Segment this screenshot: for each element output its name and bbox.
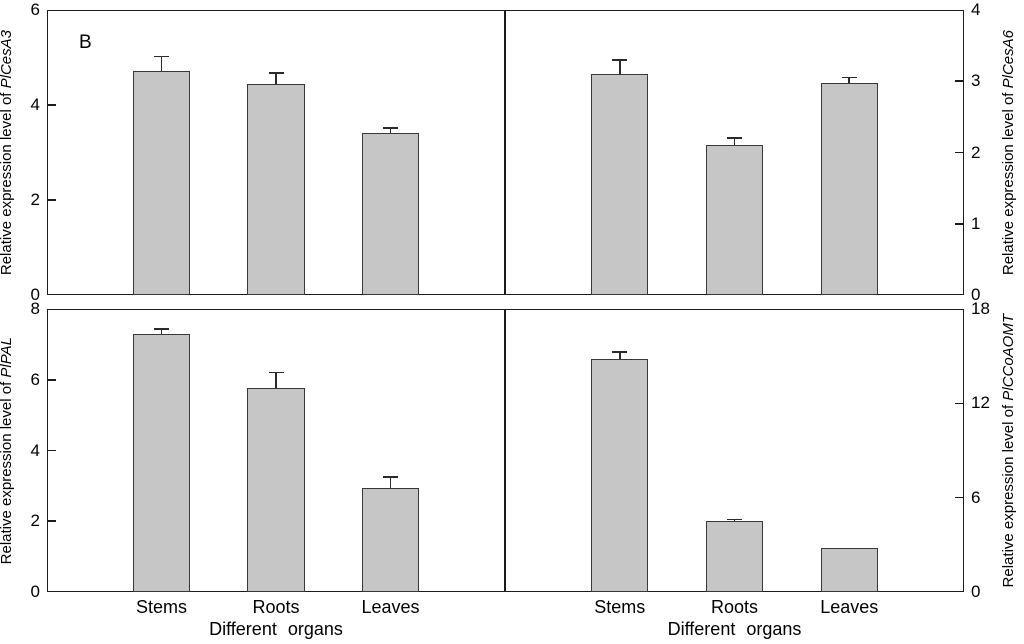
y-tick-label: 0 [30,582,40,601]
bar-leaves [820,83,878,295]
y-tick-mark [48,378,56,381]
y-tick-label: 1 [971,213,981,233]
x-axis-title: Different organs [667,619,802,639]
panel-label: B [79,32,92,53]
gene-name: PlPAL [0,336,15,378]
error-bar-cap [268,371,284,374]
bar-leaves [820,547,878,592]
error-bar-cap [268,72,284,74]
error-bar-line [389,477,392,488]
bar-stems [591,74,649,295]
y-tick-label: 2 [30,190,40,209]
bar-roots [247,388,305,592]
y-tick-mark [955,151,963,154]
error-bar-line [160,56,163,71]
panel-top-right: 0 1 2 3 4 Relative expression level of PlCesA… [505,0,1017,304]
error-bar-line [275,372,277,389]
x-tick-label: Stems [135,597,187,617]
y-axis-title: Relative expression level of PlCCoAOMT [1000,314,1017,587]
y-tick-label: 6 [30,0,40,19]
y-tick-mark [48,104,56,106]
error-bar-cap [727,137,742,140]
gene-name: PlCCoAOMT [999,313,1017,401]
y-tick-label: 8 [30,299,40,318]
y-tick-label: 4 [971,0,981,19]
x-tick-label: Roots [252,597,300,617]
y-axis-title-text: Relative expression level of [0,381,15,565]
x-tick-label: Leaves [361,597,420,617]
x-tick-label: Stems [594,597,646,617]
y-axis-title-wrap: Relative expression level of PlCesA3 [0,10,17,295]
y-tick-mark [955,402,963,405]
bar-roots [705,521,764,592]
gene-name: PlCesA3 [0,29,15,89]
x-tick-label: Leaves [820,597,879,617]
x-tick-label: Roots [710,597,759,617]
y-tick-label: 0 [971,582,981,601]
y-axis-title-text: Relative expression level of [0,92,15,276]
y-tick-label: 12 [971,393,990,413]
y-axis-title: Relative expression level of PlPAL [0,337,15,564]
error-bar-line [275,73,277,84]
panel-bottom-left: 0 2 4 6 8 Relative expression level of PlPAL S… [0,299,505,639]
error-bar-line [848,77,851,84]
y-tick-mark [955,80,963,83]
panel-bottom-right: 0 6 12 18 Relative expression level of PlCCo… [505,299,1017,639]
error-bar-cap [727,518,742,521]
x-axis-title: Different organs [209,619,343,639]
error-bar-cap [383,127,398,129]
y-axis-title-text: Relative expression level of [999,400,1017,588]
panel-top-left: B 0 2 4 6 Relative expression level of PlCes… [0,0,505,304]
error-bar-cap [154,55,169,58]
error-bar-line [733,519,736,522]
bar-roots [705,145,764,295]
error-bar-cap [841,76,857,79]
y-tick-label: 6 [971,487,981,507]
bar-stems [132,333,191,592]
y-axis-title: Relative expression level of PlCesA6 [1000,30,1017,275]
y-tick-label: 6 [30,369,40,389]
y-tick-mark [955,496,963,499]
y-tick-label: 4 [30,95,40,114]
error-bar-line [618,352,621,360]
y-axis-title-text: Relative expression level of [999,88,1017,276]
error-bar-line [389,127,392,133]
bar-leaves [361,132,420,295]
bar-stems [591,359,649,592]
y-tick-label: 0 [971,285,981,304]
y-tick-mark [48,449,56,452]
error-bar-cap [612,59,628,61]
gene-name: PlCesA6 [999,29,1017,89]
y-axis-title-wrap: Relative expression level of PlPAL [0,309,17,592]
bar-leaves [361,487,420,592]
y-tick-mark [48,520,56,523]
bar-stems [132,70,191,295]
y-axis-title-wrap: Relative expression level of PlCesA6 [997,10,1019,295]
y-tick-label: 3 [971,71,981,91]
y-tick-label: 2 [971,142,981,162]
y-axis-title: Relative expression level of PlCesA3 [0,30,15,275]
error-bar-cap [612,351,628,354]
bar-roots [247,83,305,295]
error-bar-line [160,328,163,334]
error-bar-line [733,138,736,146]
error-bar-cap [154,328,169,330]
y-tick-label: 0 [30,285,40,304]
y-tick-mark [48,199,56,201]
y-axis-title-wrap: Relative expression level of PlCCoAOMT [997,309,1019,592]
y-tick-label: 4 [30,440,40,460]
y-tick-label: 18 [971,299,990,318]
y-tick-mark [955,222,963,225]
error-bar-cap [383,476,398,478]
y-tick-label: 2 [30,511,40,531]
error-bar-line [618,59,621,75]
